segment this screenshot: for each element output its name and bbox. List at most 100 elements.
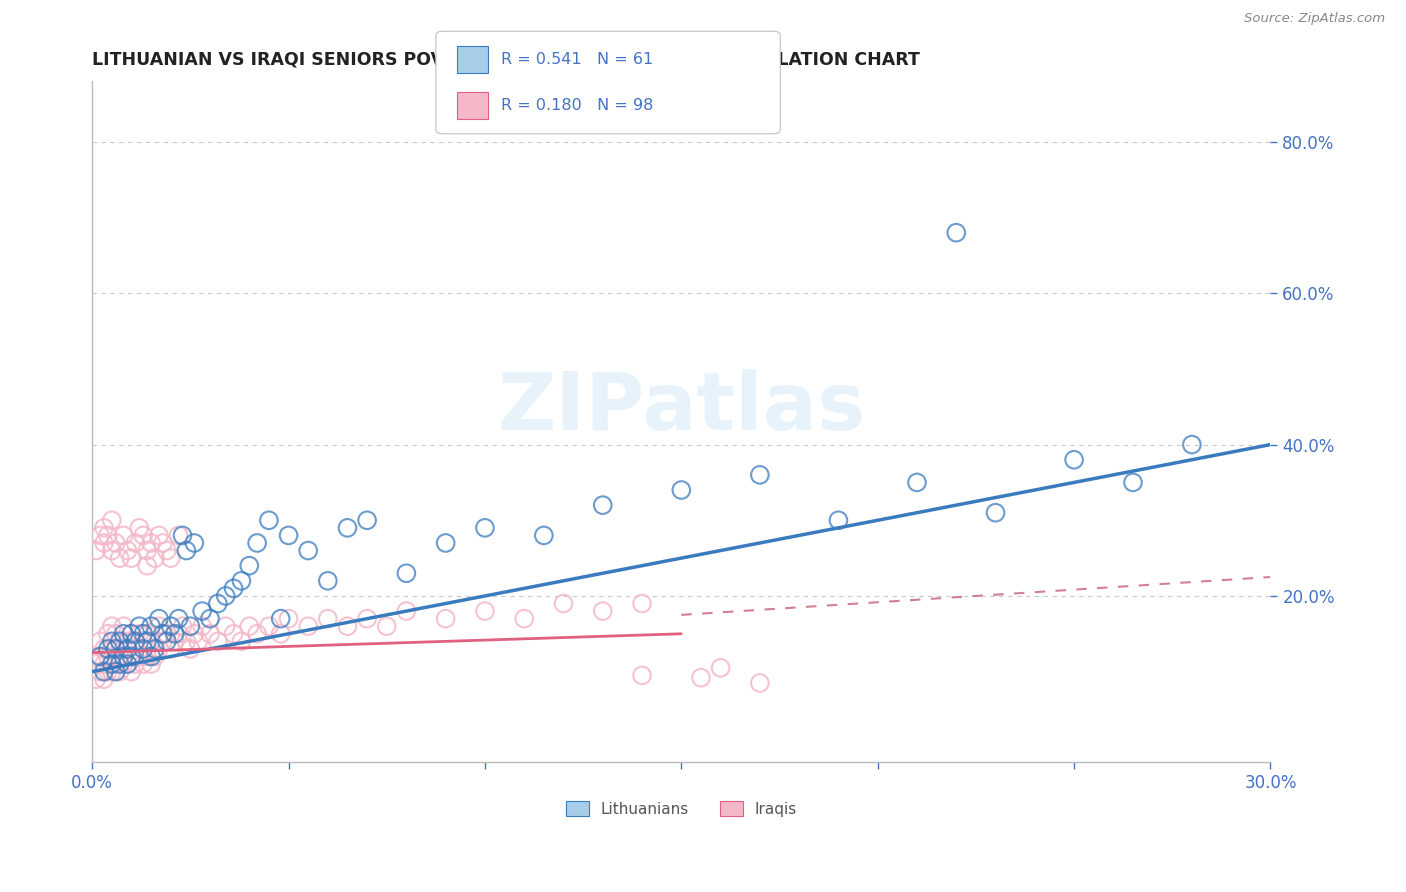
Point [124,634,146,648]
Point [139,649,162,664]
Point [176,543,198,558]
Point [553,597,575,611]
Point [395,566,418,581]
Text: ZIPatlas: ZIPatlas [498,369,866,447]
Point [984,506,1007,520]
Point [238,558,260,573]
Point [101,665,124,679]
Point [148,528,170,542]
Point [336,521,359,535]
Point [152,536,174,550]
Point [104,641,127,656]
Point [513,612,536,626]
Point [159,619,181,633]
Point [101,619,124,633]
Point [112,619,135,633]
Point [671,483,693,497]
Point [143,649,166,664]
Point [104,641,127,656]
Point [356,612,378,626]
Point [156,627,179,641]
Point [827,513,849,527]
Point [143,641,166,656]
Point [356,513,378,527]
Point [97,627,120,641]
Point [93,672,115,686]
Point [1122,475,1144,490]
Point [690,671,713,685]
Point [710,661,733,675]
Point [104,536,127,550]
Point [592,604,614,618]
Point [108,657,131,671]
Point [124,634,146,648]
Point [136,634,159,648]
Point [215,619,238,633]
Point [172,619,194,633]
Point [132,634,155,648]
Point [277,612,299,626]
Point [104,627,127,641]
Point [167,612,190,626]
Point [136,543,159,558]
Text: R = 0.541   N = 61: R = 0.541 N = 61 [501,53,652,67]
Point [198,627,221,641]
Point [117,634,139,648]
Point [156,634,179,648]
Point [748,676,770,690]
Point [108,634,131,648]
Point [132,641,155,656]
Point [163,634,186,648]
Point [179,619,201,633]
Point [120,551,142,566]
Point [187,634,209,648]
Point [905,475,928,490]
Point [474,604,496,618]
Point [207,597,229,611]
Point [222,627,245,641]
Point [533,528,555,542]
Point [117,543,139,558]
Point [117,641,139,656]
Point [148,641,170,656]
Point [257,619,280,633]
Point [93,641,115,656]
Point [93,536,115,550]
Point [167,627,190,641]
Point [108,665,131,679]
Point [592,498,614,512]
Point [238,619,260,633]
Point [231,634,253,648]
Point [89,649,111,664]
Point [132,627,155,641]
Point [93,665,115,679]
Point [93,521,115,535]
Point [297,543,319,558]
Point [159,551,181,566]
Point [117,657,139,671]
Point [101,641,124,656]
Point [84,672,107,686]
Point [148,619,170,633]
Point [215,589,238,603]
Point [104,657,127,671]
Point [120,627,142,641]
Point [97,641,120,656]
Point [434,536,457,550]
Point [101,513,124,527]
Point [172,528,194,542]
Point [108,649,131,664]
Point [128,619,150,633]
Point [631,597,654,611]
Point [89,528,111,542]
Point [183,536,205,550]
Point [159,641,181,656]
Point [1063,452,1085,467]
Point [112,657,135,671]
Point [257,513,280,527]
Point [101,634,124,648]
Point [139,536,162,550]
Point [139,657,162,671]
Text: Source: ZipAtlas.com: Source: ZipAtlas.com [1244,12,1385,25]
Point [97,528,120,542]
